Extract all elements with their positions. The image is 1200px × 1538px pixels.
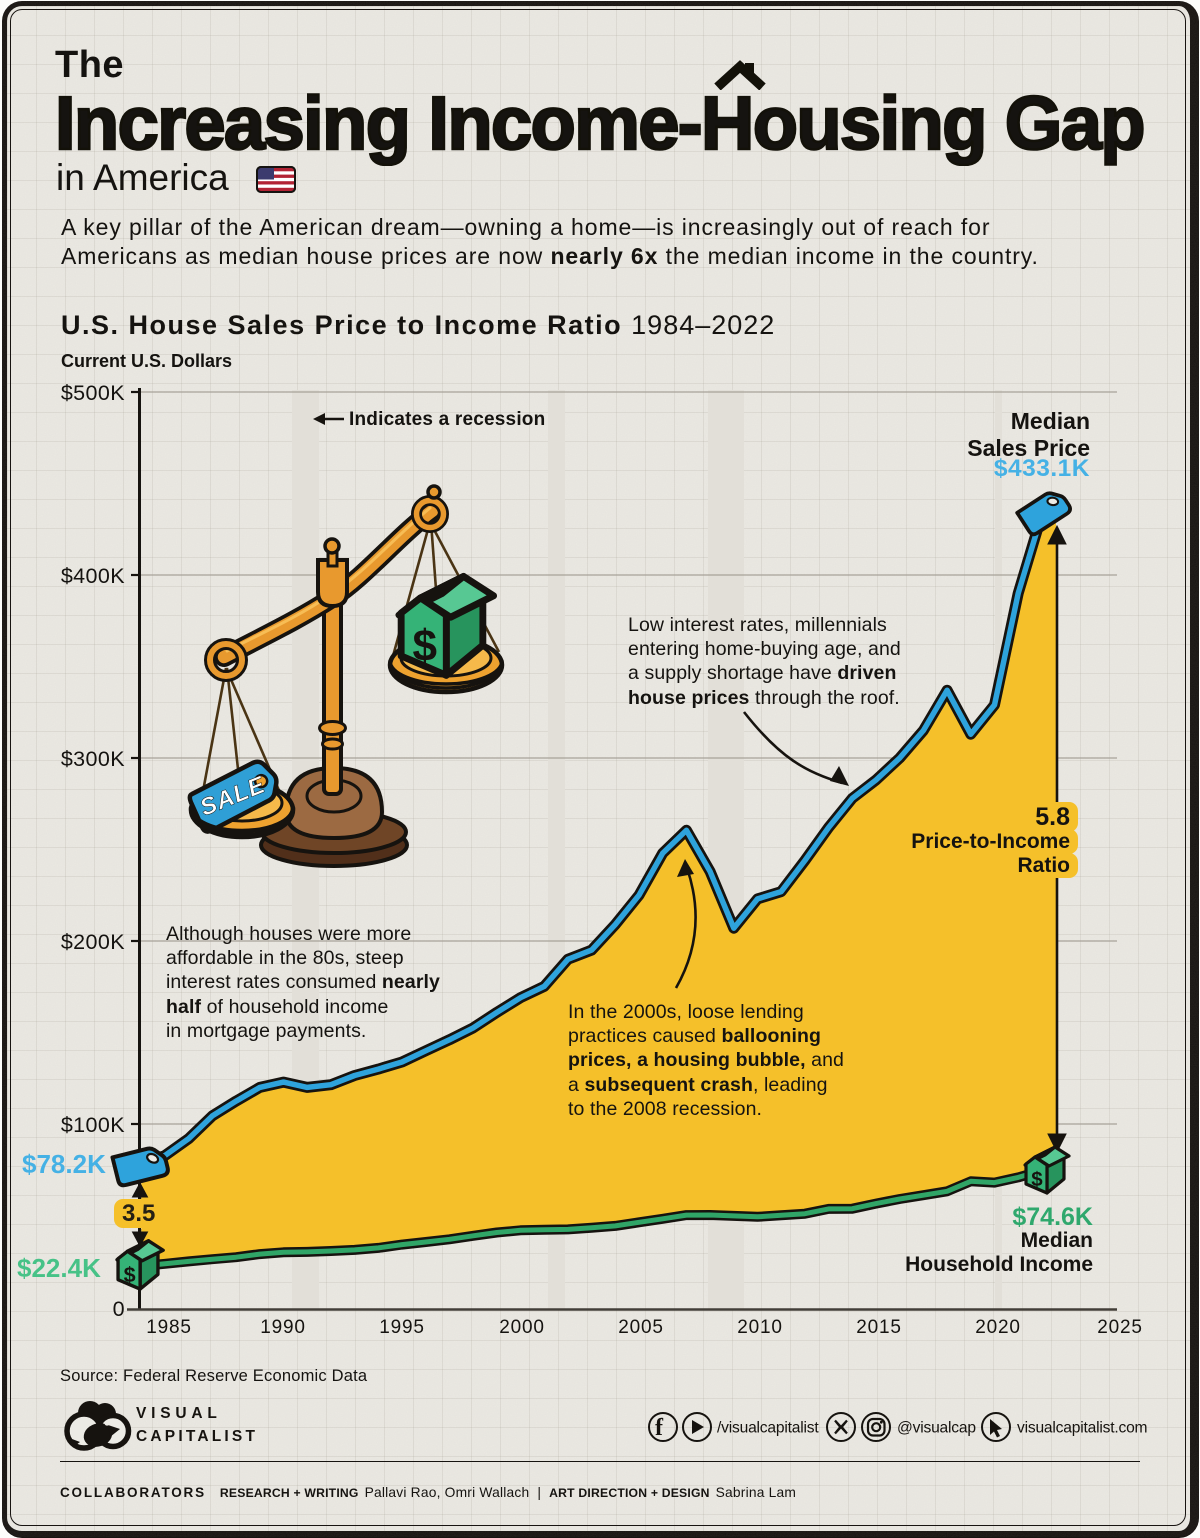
svg-text:visualcapitalist.com: visualcapitalist.com — [1017, 1420, 1147, 1437]
svg-text:CAPITALIST: CAPITALIST — [136, 1428, 258, 1445]
svg-text:$: $ — [124, 1263, 136, 1287]
svg-text:@visualcap: @visualcap — [897, 1420, 976, 1437]
svg-text:f: f — [655, 1415, 664, 1441]
svg-text:$: $ — [1031, 1168, 1043, 1191]
svg-text:/visualcapitalist: /visualcapitalist — [717, 1420, 819, 1437]
svg-text:$: $ — [413, 621, 438, 670]
svg-text:VISUAL: VISUAL — [136, 1405, 222, 1422]
